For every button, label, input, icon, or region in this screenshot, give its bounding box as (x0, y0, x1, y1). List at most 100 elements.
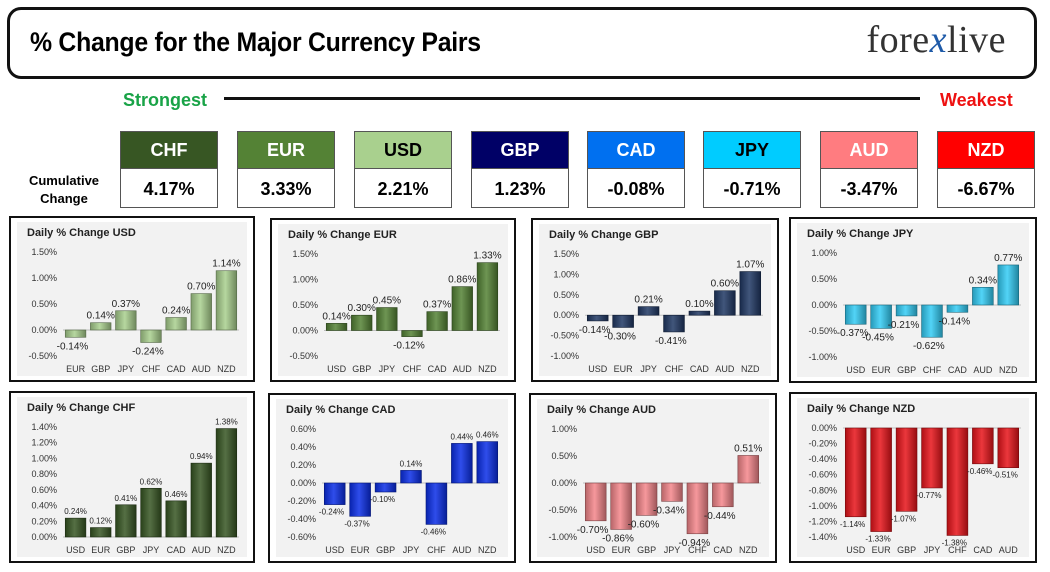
chart-panel-cad: Daily % Change CAD -0.60% -0.40% -0.20% 0.00… (268, 393, 516, 563)
data-label: -0.41% (655, 336, 687, 347)
bar (584, 482, 607, 522)
x-tick-label: GBP (116, 545, 135, 555)
ranking-divider (224, 97, 920, 100)
y-tick-label: 0.40% (31, 501, 57, 511)
chart-title: Daily % Change CAD (286, 404, 396, 416)
bar (870, 427, 892, 532)
currency-cumulative-change: 4.17% (120, 168, 218, 208)
y-tick-label: 0.50% (811, 274, 837, 284)
chart-panel-usd: Daily % Change USD -0.50% 0.00% 0.50% 1.00% 1… (9, 216, 255, 382)
bar (586, 314, 609, 322)
y-tick-label: 0.00% (31, 532, 57, 542)
x-tick-label: AUD (453, 364, 473, 374)
data-label: -0.30% (604, 331, 636, 342)
x-tick-label: JPY (924, 545, 941, 555)
bar (323, 482, 346, 505)
data-label: 0.12% (89, 517, 112, 526)
bar (476, 441, 499, 484)
strongest-label: Strongest (123, 90, 208, 110)
y-tick-label: 0.50% (31, 299, 57, 309)
currency-cumulative-change: -6.67% (937, 168, 1035, 208)
bar (688, 310, 711, 316)
y-tick-label: 1.00% (811, 248, 837, 258)
x-tick-label: JPY (118, 364, 135, 374)
bar (165, 317, 187, 331)
y-tick-label: -0.40% (287, 514, 316, 524)
data-label: 0.30% (348, 303, 376, 314)
logo-text-right: live (947, 19, 1006, 61)
logo-text-left: fore (866, 19, 930, 61)
bar (946, 304, 969, 313)
y-tick-label: 0.60% (290, 424, 316, 434)
x-tick-label: JPY (403, 545, 420, 555)
x-tick-label: NZD (478, 545, 497, 555)
chart-panel-gbp: Daily % Change GBP -1.00% -0.50% 0.00% 0.50%… (531, 218, 779, 382)
data-label: 0.37% (112, 299, 140, 310)
chart-title: Daily % Change AUD (547, 404, 657, 416)
bar (661, 482, 683, 502)
x-tick-label: EUR (612, 545, 632, 555)
y-tick-label: -0.50% (808, 326, 837, 336)
bar (376, 307, 398, 331)
bar (215, 270, 238, 331)
x-tick-label: NZD (478, 364, 497, 374)
bar (90, 527, 112, 538)
y-tick-label: -1.40% (808, 532, 837, 542)
cumulative-label-line2: Change (40, 191, 88, 206)
y-tick-label: 0.00% (811, 300, 837, 310)
data-label: -0.12% (393, 341, 425, 352)
bar (997, 264, 1020, 306)
data-label: -0.77% (916, 491, 941, 500)
y-tick-label: -1.20% (808, 516, 837, 526)
bar (64, 517, 87, 538)
bar (997, 427, 1020, 469)
data-label: -0.44% (704, 511, 736, 522)
data-label: 0.14% (400, 459, 423, 468)
data-label: -0.37% (837, 328, 869, 339)
bar (972, 287, 994, 306)
y-tick-label: 0.60% (31, 485, 57, 495)
x-tick-label: AUD (973, 365, 993, 375)
x-tick-label: GBP (637, 545, 656, 555)
bar-chart: -1.00% -0.50% 0.00% 0.50% 1.00% -0.37% USD -0.4… (808, 248, 1022, 375)
bar (610, 482, 632, 530)
x-tick-label: JPY (379, 364, 396, 374)
x-tick-label: AUD (192, 364, 212, 374)
y-tick-label: 0.20% (31, 516, 57, 526)
x-tick-label: USD (588, 364, 608, 374)
y-tick-label: -0.50% (550, 331, 579, 341)
x-tick-label: AUD (192, 545, 212, 555)
x-tick-label: CHF (665, 364, 684, 374)
x-tick-label: CHF (948, 545, 967, 555)
data-label: 1.07% (736, 260, 764, 271)
bar-chart: -0.60% -0.40% -0.20% 0.00% 0.20% 0.40% 0.60% -0… (287, 424, 500, 555)
currency-card-8: NZD -6.67% (937, 131, 1035, 208)
y-tick-label: -0.40% (808, 454, 837, 464)
bar (90, 322, 112, 331)
bar (737, 455, 760, 484)
header-banner: % Change for the Major Currency Pairs fo… (7, 7, 1037, 79)
bar-chart: -1.00% -0.50% 0.00% 0.50% 1.00% 1.50% -0.14% US… (550, 249, 764, 374)
data-label: -1.14% (840, 520, 865, 529)
currency-card-4: GBP 1.23% (471, 131, 569, 208)
y-tick-label: 1.00% (31, 453, 57, 463)
currency-code: EUR (237, 131, 335, 168)
y-tick-label: 0.80% (31, 469, 57, 479)
x-tick-label: USD (846, 545, 866, 555)
bar (712, 482, 734, 508)
y-tick-label: 0.50% (292, 300, 318, 310)
y-tick-label: 1.40% (31, 422, 57, 432)
data-label: -1.33% (865, 535, 890, 544)
currency-card-6: JPY -0.71% (703, 131, 801, 208)
y-tick-label: -1.00% (550, 351, 579, 361)
bar (425, 482, 448, 525)
x-tick-label: GBP (897, 365, 916, 375)
currency-code: USD (354, 131, 452, 168)
x-tick-label: USD (846, 365, 866, 375)
y-tick-label: 1.00% (292, 275, 318, 285)
bar (739, 271, 762, 316)
x-tick-label: AUD (452, 545, 472, 555)
currency-card-2: EUR 3.33% (237, 131, 335, 208)
x-tick-label: USD (66, 545, 86, 555)
currency-cumulative-change: 2.21% (354, 168, 452, 208)
